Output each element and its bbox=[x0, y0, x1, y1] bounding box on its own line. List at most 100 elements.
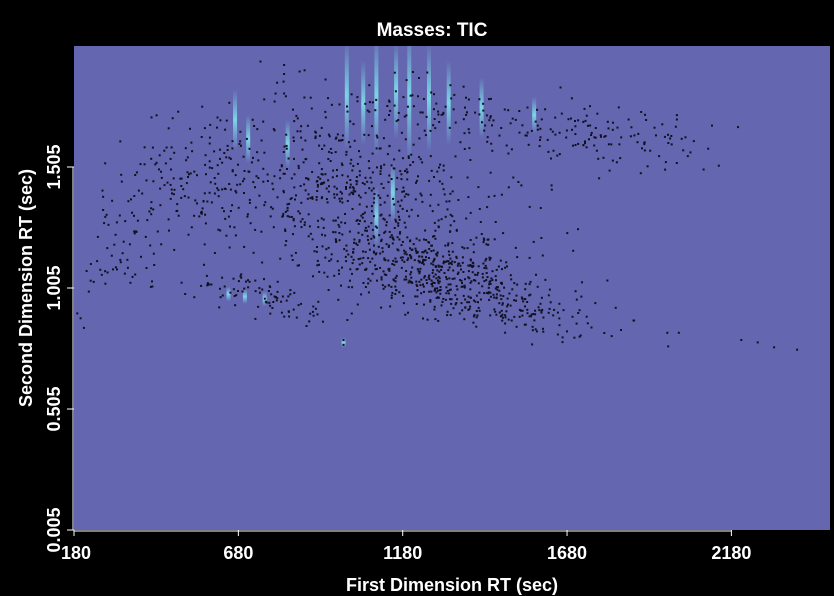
point-1514 bbox=[254, 317, 257, 320]
point-1713 bbox=[658, 155, 661, 158]
point-887 bbox=[316, 183, 319, 186]
point-1508 bbox=[295, 316, 298, 319]
point-1546 bbox=[520, 309, 522, 312]
point-1283 bbox=[237, 163, 239, 166]
point-1505 bbox=[203, 263, 205, 266]
point-422 bbox=[340, 221, 343, 224]
point-933 bbox=[260, 139, 263, 142]
point-652 bbox=[396, 176, 399, 179]
point-659 bbox=[282, 172, 285, 175]
point-859 bbox=[442, 164, 445, 167]
point-1611 bbox=[504, 331, 507, 334]
point-283 bbox=[436, 254, 439, 257]
point-1104 bbox=[558, 153, 561, 156]
point-621 bbox=[311, 196, 314, 199]
point-1519 bbox=[229, 291, 232, 294]
point-1260 bbox=[217, 172, 220, 175]
point-932 bbox=[228, 101, 231, 104]
point-1047 bbox=[259, 60, 262, 63]
point-586 bbox=[309, 197, 312, 200]
point-144 bbox=[391, 291, 394, 294]
point-1 bbox=[419, 267, 422, 270]
point-910 bbox=[279, 169, 282, 172]
point-1626 bbox=[472, 315, 475, 318]
point-1150 bbox=[482, 109, 485, 112]
point-1240 bbox=[213, 150, 216, 153]
point-1368 bbox=[217, 228, 220, 231]
point-421 bbox=[361, 262, 364, 265]
point-343 bbox=[514, 246, 517, 249]
point-46 bbox=[321, 233, 323, 236]
point-567 bbox=[316, 185, 319, 188]
point-692 bbox=[387, 181, 390, 184]
x-axis-label: First Dimension RT (sec) bbox=[346, 575, 558, 595]
point-1535 bbox=[468, 301, 471, 304]
point-159 bbox=[410, 257, 413, 260]
point-602 bbox=[446, 208, 449, 211]
point-1684 bbox=[590, 134, 593, 136]
point-1568 bbox=[533, 319, 536, 322]
point-1492 bbox=[276, 290, 279, 293]
point-130 bbox=[356, 243, 359, 246]
point-446 bbox=[384, 259, 387, 262]
point-1632 bbox=[500, 309, 503, 312]
point-626 bbox=[290, 177, 293, 180]
point-941 bbox=[407, 155, 410, 158]
point-42 bbox=[394, 276, 397, 279]
point-1112 bbox=[526, 106, 529, 109]
x-tick-label-4: 2180 bbox=[711, 543, 751, 563]
point-498 bbox=[467, 295, 470, 298]
point-1641 bbox=[611, 128, 614, 131]
point-1456 bbox=[208, 283, 211, 286]
point-1284 bbox=[186, 156, 189, 159]
point-454 bbox=[403, 249, 406, 252]
plot-area bbox=[74, 46, 830, 530]
point-376 bbox=[366, 235, 369, 238]
point-1507 bbox=[269, 286, 272, 288]
point-1018 bbox=[356, 162, 359, 165]
point-183 bbox=[394, 293, 397, 295]
point-827 bbox=[429, 129, 432, 132]
point-1015 bbox=[203, 127, 206, 130]
point-808 bbox=[469, 159, 472, 161]
point-1341 bbox=[208, 166, 211, 169]
point-322 bbox=[526, 312, 529, 315]
point-1217 bbox=[452, 108, 455, 111]
point-435 bbox=[428, 248, 431, 250]
point-440 bbox=[448, 262, 451, 265]
point-124 bbox=[482, 241, 485, 244]
point-957 bbox=[305, 158, 308, 161]
point-177 bbox=[344, 222, 347, 225]
point-946 bbox=[262, 167, 265, 170]
point-595 bbox=[433, 221, 436, 224]
point-90 bbox=[387, 246, 390, 248]
point-860 bbox=[252, 181, 255, 184]
point-178 bbox=[449, 262, 452, 264]
point-1356 bbox=[216, 116, 219, 119]
point-1019 bbox=[327, 133, 330, 136]
point-1024 bbox=[394, 260, 397, 263]
point-1640 bbox=[599, 134, 602, 137]
point-432 bbox=[351, 286, 354, 289]
point-1677 bbox=[653, 126, 656, 129]
point-385 bbox=[367, 277, 370, 280]
point-1690 bbox=[644, 113, 646, 116]
point-1244 bbox=[221, 207, 224, 209]
point-721 bbox=[393, 158, 396, 161]
point-1301 bbox=[180, 185, 183, 187]
point-988 bbox=[455, 229, 458, 232]
point-1263 bbox=[171, 192, 173, 195]
point-1621 bbox=[515, 299, 517, 302]
point-97 bbox=[456, 273, 459, 275]
point-1122 bbox=[482, 102, 485, 105]
point-58 bbox=[326, 275, 329, 278]
point-465 bbox=[463, 286, 466, 289]
point-809 bbox=[450, 176, 453, 179]
point-71 bbox=[312, 275, 314, 278]
point-619 bbox=[353, 139, 356, 142]
point-201 bbox=[453, 261, 456, 264]
point-505 bbox=[364, 268, 367, 271]
point-922 bbox=[447, 244, 450, 247]
point-31 bbox=[469, 281, 472, 284]
